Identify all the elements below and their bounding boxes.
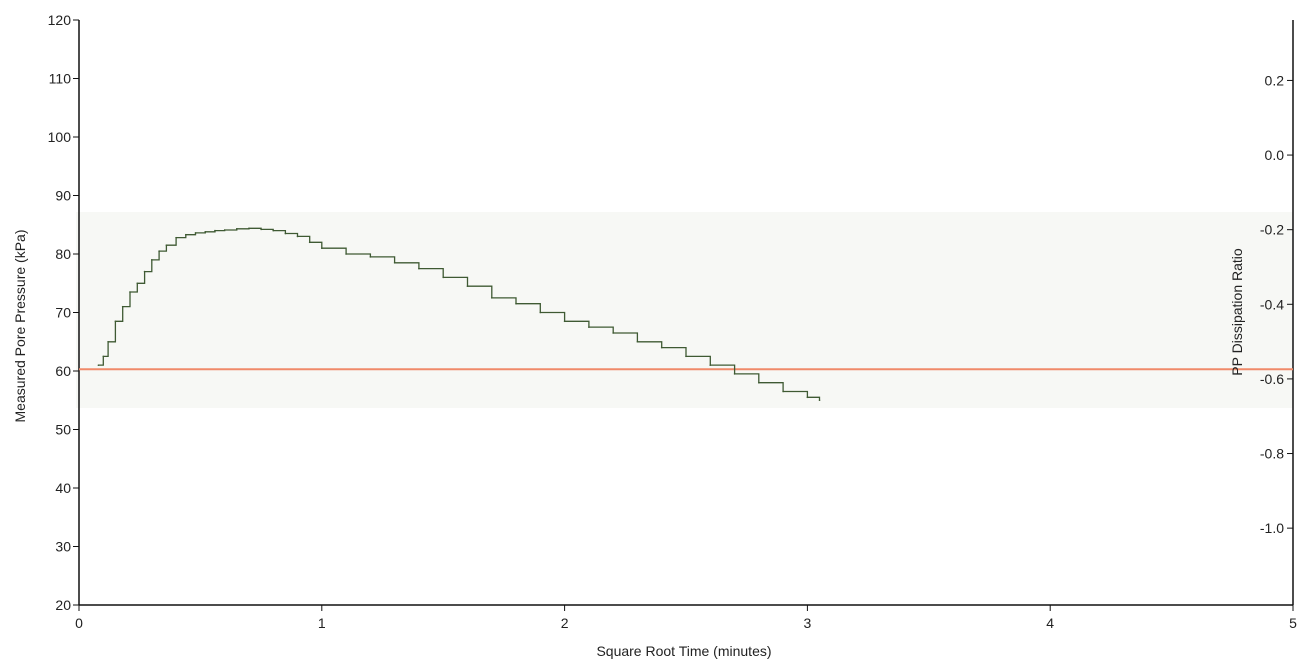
data-point <box>612 332 614 334</box>
data-point <box>636 340 639 343</box>
y2-tick-label: -0.4 <box>1260 296 1284 312</box>
data-point <box>709 364 712 366</box>
y2-tick-label: 0.0 <box>1265 147 1285 163</box>
data-point <box>588 326 590 328</box>
data-point <box>223 229 226 231</box>
data-point <box>97 364 100 366</box>
data-point <box>806 396 809 399</box>
data-point <box>136 282 139 285</box>
plot-highlight-band <box>76 212 1293 408</box>
x-tick-label: 2 <box>561 615 569 631</box>
y-tick-label: 120 <box>48 12 72 28</box>
series-line <box>98 227 821 401</box>
y-tick-label: 60 <box>55 363 71 379</box>
data-point <box>272 229 275 232</box>
data-point <box>129 291 131 293</box>
y2-axis-title: PP Dissipation Ratio <box>1229 248 1245 376</box>
data-point <box>143 270 146 273</box>
data-point <box>818 399 821 402</box>
data-point <box>782 390 784 393</box>
data-point <box>102 355 105 358</box>
x-tick-label: 4 <box>1046 615 1054 631</box>
data-point <box>204 230 207 233</box>
data-point <box>369 256 372 258</box>
y-tick-label: 100 <box>48 129 72 145</box>
data-point <box>563 320 566 323</box>
y2-tick-label: 0.2 <box>1265 72 1285 88</box>
x-tick-label: 3 <box>804 615 812 631</box>
data-point <box>284 232 287 235</box>
data-point <box>393 261 396 264</box>
y-tick-label: 80 <box>55 246 71 262</box>
x-axis-title: Square Root Time (minutes) <box>596 643 771 659</box>
data-point <box>539 311 542 314</box>
data-point <box>758 381 760 384</box>
y2-tick-label: -0.2 <box>1260 222 1284 238</box>
data-point <box>296 235 299 238</box>
data-point <box>236 228 238 230</box>
data-point <box>214 229 216 232</box>
data-point <box>158 250 160 252</box>
data-point <box>442 276 445 279</box>
data-point <box>114 320 117 323</box>
y2-tick-label: -0.8 <box>1260 446 1284 462</box>
series-group <box>97 227 821 402</box>
data-point <box>418 267 420 270</box>
y-tick-label: 30 <box>55 539 71 555</box>
data-point <box>248 227 250 230</box>
data-point <box>260 228 262 231</box>
x-tick-label: 5 <box>1289 615 1297 631</box>
data-point <box>175 236 177 239</box>
ticks: 20 30 40 50 60 70 80 90 100 110 120 0 1 2 3 4 5 0.2 0.0 -0.… <box>48 12 1297 631</box>
y-tick-label: 70 <box>55 305 71 321</box>
data-point <box>466 285 469 287</box>
data-point <box>308 241 311 244</box>
y-tick-label: 50 <box>55 422 71 438</box>
data-point <box>321 247 323 249</box>
data-point <box>151 259 153 261</box>
y-tick-label: 110 <box>49 71 72 87</box>
data-point <box>194 232 197 234</box>
y2-tick-label: -0.6 <box>1260 371 1284 387</box>
data-point <box>107 340 109 343</box>
y2-tick-label: -1.0 <box>1260 520 1284 536</box>
y-tick-label: 20 <box>55 597 71 613</box>
x-tick-label: 1 <box>318 615 326 631</box>
data-point <box>345 253 347 255</box>
data-point <box>121 305 124 308</box>
data-point <box>660 346 663 349</box>
data-point <box>733 373 736 375</box>
y-tick-label: 90 <box>55 188 71 204</box>
data-point <box>165 244 168 247</box>
y-axis-title: Measured Pore Pressure (kPa) <box>12 230 28 423</box>
data-point <box>185 233 187 236</box>
y-tick-label: 40 <box>55 480 71 496</box>
x-tick-label: 0 <box>75 615 83 631</box>
data-point <box>490 297 493 299</box>
data-point <box>515 302 517 305</box>
data-point <box>685 355 687 358</box>
